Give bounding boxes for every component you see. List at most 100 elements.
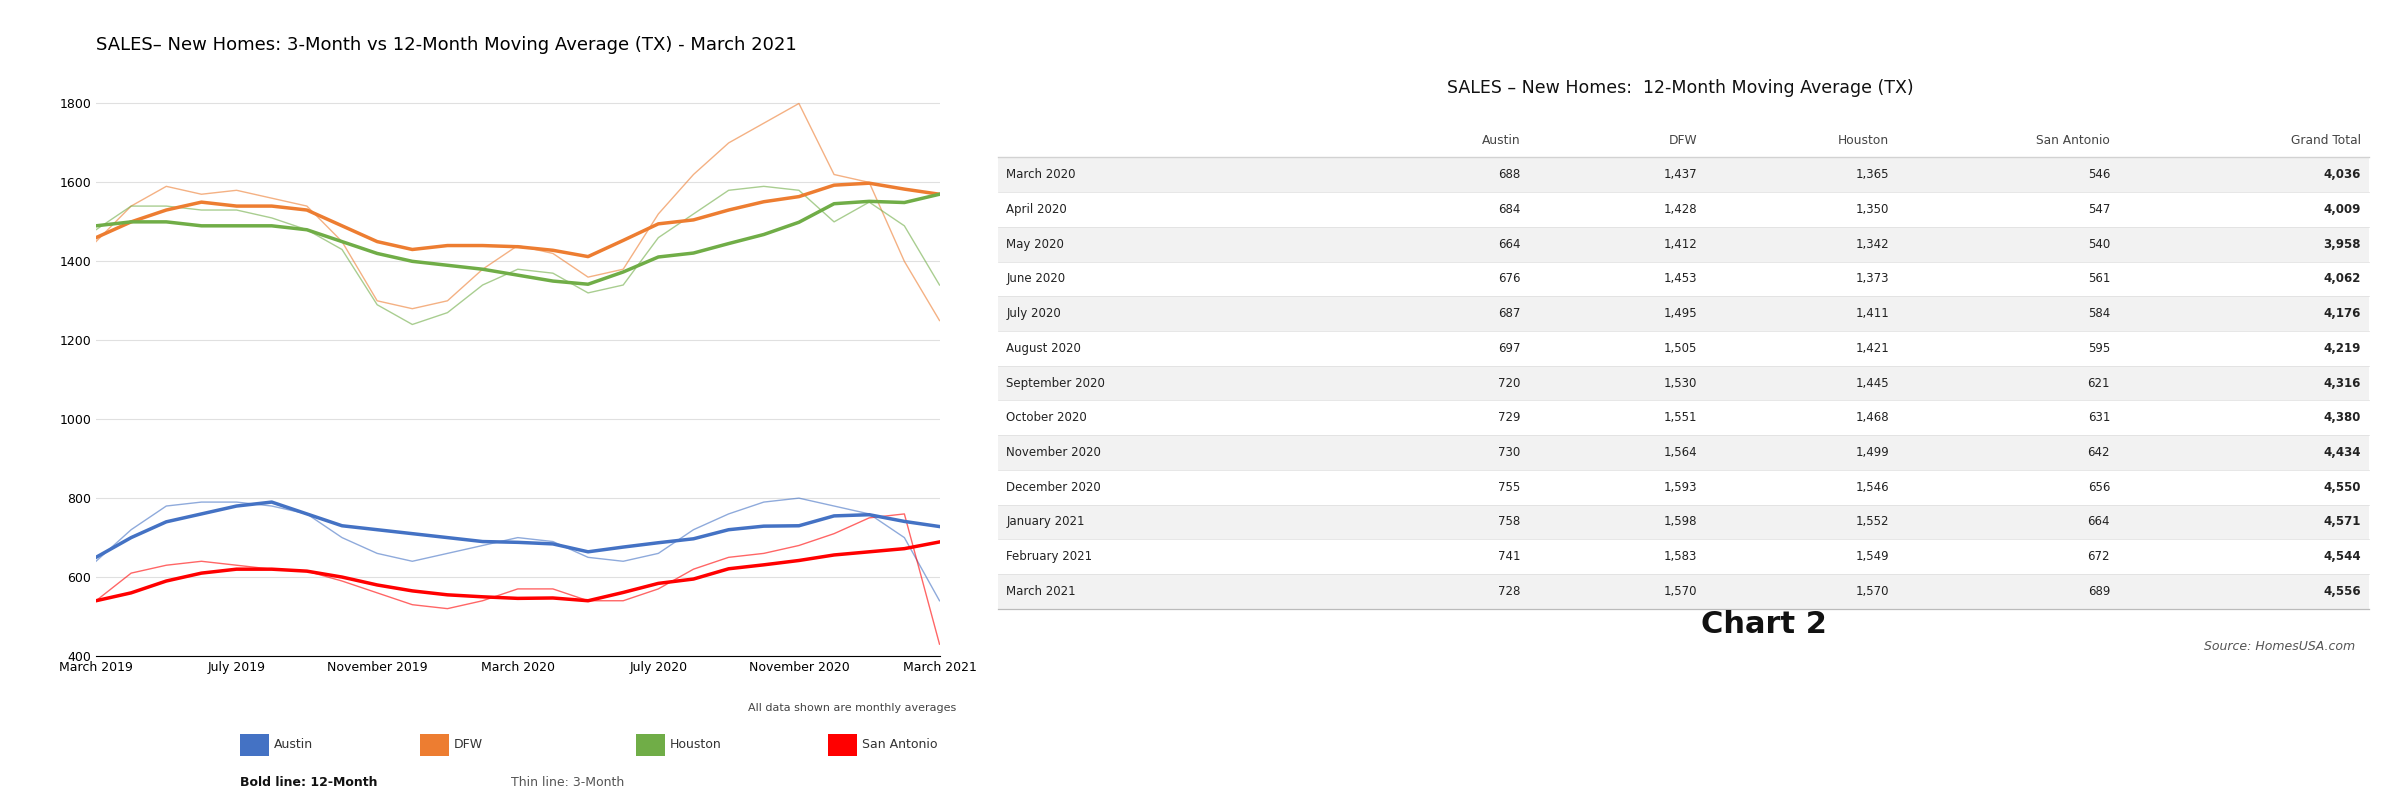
Text: 1,593: 1,593 [1663, 481, 1697, 494]
Text: 1,564: 1,564 [1663, 446, 1697, 459]
Bar [1898, 123, 2119, 158]
Text: Thin line: 3-Month: Thin line: 3-Month [511, 776, 624, 789]
Text: 687: 687 [1498, 307, 1522, 320]
Bar [1898, 158, 2119, 192]
Text: 4,062: 4,062 [2323, 272, 2362, 286]
Bar [1529, 192, 1706, 227]
Bar [998, 366, 1351, 400]
Bar [1351, 227, 1529, 262]
Bar [1351, 262, 1529, 296]
Text: April 2020: April 2020 [1006, 203, 1068, 216]
Text: San Antonio: San Antonio [2035, 134, 2110, 146]
Bar [1706, 227, 1898, 262]
Text: Houston: Houston [1838, 134, 1889, 146]
Bar [1898, 192, 2119, 227]
Text: 729: 729 [1498, 411, 1522, 424]
Text: 728: 728 [1498, 585, 1522, 598]
Text: DFW: DFW [454, 738, 482, 751]
Bar [1351, 400, 1529, 435]
Bar [1351, 539, 1529, 574]
Text: 684: 684 [1498, 203, 1522, 216]
Text: July 2020: July 2020 [1006, 307, 1061, 320]
Text: 547: 547 [2088, 203, 2110, 216]
Bar [1351, 435, 1529, 470]
Text: October 2020: October 2020 [1006, 411, 1087, 424]
Text: San Antonio: San Antonio [862, 738, 936, 751]
Text: 1,495: 1,495 [1663, 307, 1697, 320]
Bar [998, 435, 1351, 470]
Text: 3,958: 3,958 [2323, 238, 2362, 250]
Bar [1898, 262, 2119, 296]
Text: Chart 2: Chart 2 [1702, 610, 1826, 639]
Text: All data shown are monthly averages: All data shown are monthly averages [749, 703, 955, 713]
Bar [998, 574, 1351, 609]
Bar [2119, 366, 2369, 400]
Bar [1706, 262, 1898, 296]
Text: 1,549: 1,549 [1855, 550, 1889, 563]
Text: 1,350: 1,350 [1855, 203, 1889, 216]
Text: 1,530: 1,530 [1663, 377, 1697, 390]
Text: DFW: DFW [1668, 134, 1697, 146]
Text: 697: 697 [1498, 342, 1522, 355]
Bar [1351, 574, 1529, 609]
Bar [998, 400, 1351, 435]
Bar [1351, 505, 1529, 539]
Text: Grand Total: Grand Total [2290, 134, 2362, 146]
Text: 730: 730 [1498, 446, 1522, 459]
Text: 1,373: 1,373 [1855, 272, 1889, 286]
Bar [1529, 158, 1706, 192]
Text: 1,598: 1,598 [1663, 515, 1697, 528]
Text: 1,552: 1,552 [1855, 515, 1889, 528]
Text: 1,428: 1,428 [1663, 203, 1697, 216]
Bar [2119, 400, 2369, 435]
Bar [1898, 331, 2119, 366]
Text: 584: 584 [2088, 307, 2110, 320]
Bar [1898, 539, 2119, 574]
Bar [1706, 574, 1898, 609]
Text: 595: 595 [2088, 342, 2110, 355]
Text: 1,437: 1,437 [1663, 168, 1697, 182]
Bar [1898, 435, 2119, 470]
Text: 688: 688 [1498, 168, 1522, 182]
Text: 1,342: 1,342 [1855, 238, 1889, 250]
Bar [1898, 366, 2119, 400]
Text: March 2020: March 2020 [1006, 168, 1075, 182]
Text: 1,583: 1,583 [1663, 550, 1697, 563]
Bar [998, 505, 1351, 539]
Bar [1706, 331, 1898, 366]
Text: 4,176: 4,176 [2323, 307, 2362, 320]
Bar [2119, 123, 2369, 158]
Bar [1529, 123, 1706, 158]
Text: 4,556: 4,556 [2323, 585, 2362, 598]
Text: 621: 621 [2088, 377, 2110, 390]
Bar [1529, 470, 1706, 505]
Bar [1898, 470, 2119, 505]
Text: 755: 755 [1498, 481, 1522, 494]
Bar [1529, 296, 1706, 331]
Bar [1351, 331, 1529, 366]
Bar [2119, 435, 2369, 470]
Text: 4,219: 4,219 [2323, 342, 2362, 355]
Text: 664: 664 [2088, 515, 2110, 528]
Text: 1,365: 1,365 [1855, 168, 1889, 182]
Bar [1351, 470, 1529, 505]
Text: 546: 546 [2088, 168, 2110, 182]
Text: January 2021: January 2021 [1006, 515, 1085, 528]
Bar [998, 470, 1351, 505]
Text: 676: 676 [1498, 272, 1522, 286]
Bar [1351, 123, 1529, 158]
Text: 4,316: 4,316 [2323, 377, 2362, 390]
Text: September 2020: September 2020 [1006, 377, 1106, 390]
Text: 656: 656 [2088, 481, 2110, 494]
Bar [2119, 470, 2369, 505]
Text: 1,570: 1,570 [1855, 585, 1889, 598]
Bar [1351, 366, 1529, 400]
Text: 1,453: 1,453 [1663, 272, 1697, 286]
Text: 758: 758 [1498, 515, 1522, 528]
Bar [2119, 262, 2369, 296]
Bar [1351, 158, 1529, 192]
Text: 1,445: 1,445 [1855, 377, 1889, 390]
Text: December 2020: December 2020 [1006, 481, 1102, 494]
Text: 642: 642 [2088, 446, 2110, 459]
Bar [1706, 435, 1898, 470]
